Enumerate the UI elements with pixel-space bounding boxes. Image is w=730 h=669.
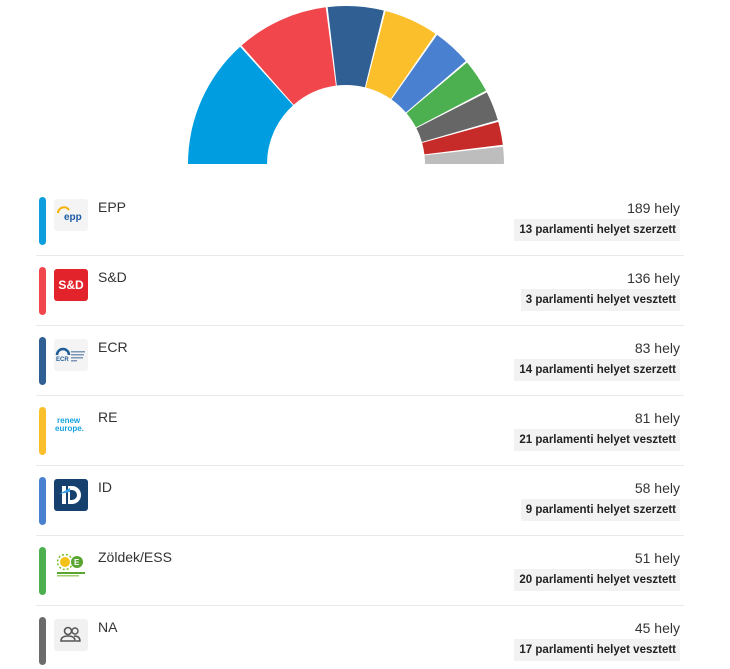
chart-slice-id[interactable] xyxy=(391,34,466,113)
party-color-bar xyxy=(39,337,46,385)
chart-slice-epp[interactable] xyxy=(188,46,294,164)
party-name: ECR xyxy=(98,339,128,355)
seat-change-badge: 17 parlamenti helyet vesztett xyxy=(514,639,680,661)
chart-slice-na[interactable] xyxy=(416,92,498,142)
party-seats: 51 hely xyxy=(634,550,680,566)
party-name: S&D xyxy=(98,269,127,285)
party-color-bar xyxy=(39,477,46,525)
party-seats: 81 hely xyxy=(634,410,680,426)
chart-slice-z-ldek-ess[interactable] xyxy=(406,62,486,128)
svg-text:europe.: europe. xyxy=(55,424,84,433)
party-name: NA xyxy=(98,619,118,635)
party-color-bar xyxy=(39,547,46,595)
party-row-epp[interactable]: epp EPP 189 hely 13 parlamenti helyet sz… xyxy=(36,186,684,256)
party-color-bar xyxy=(39,407,46,455)
sd-logo-text: S&D xyxy=(58,278,84,292)
epp-logo-icon: epp xyxy=(54,199,88,231)
party-name: EPP xyxy=(98,199,127,215)
party-seats: 45 hely xyxy=(634,620,680,636)
party-seats: 58 hely xyxy=(634,480,680,496)
party-row-id[interactable]: ID 58 hely 9 parlamenti helyet szerzett xyxy=(36,466,684,536)
chart-slice-re[interactable] xyxy=(365,11,436,99)
svg-text:ECR: ECR xyxy=(56,357,69,363)
chart-slice-other-8[interactable] xyxy=(424,146,504,164)
svg-text:E: E xyxy=(74,558,80,567)
party-color-bar xyxy=(39,267,46,315)
chart-slice-other-7[interactable] xyxy=(422,121,503,155)
svg-text:renew: renew xyxy=(57,416,81,425)
seat-change-badge: 20 parlamenti helyet vesztett xyxy=(514,569,680,591)
party-list: epp EPP 189 hely 13 parlamenti helyet sz… xyxy=(36,186,684,669)
chart-slice-ecr[interactable] xyxy=(327,6,384,88)
chart-slice-s-d[interactable] xyxy=(241,7,336,105)
party-name: RE xyxy=(98,409,118,425)
ecr-logo-icon: ECR xyxy=(54,339,88,371)
party-row-ecr[interactable]: ECR ECR 83 hely 14 parlamenti helyet sze… xyxy=(36,326,684,396)
greens-efa-logo-icon: E xyxy=(54,549,88,581)
seat-change-badge: 13 parlamenti helyet szerzett xyxy=(514,219,680,241)
seat-change-badge: 3 parlamenti helyet vesztett xyxy=(520,289,680,311)
seat-change-badge: 14 parlamenti helyet szerzett xyxy=(514,359,680,381)
party-seats: 83 hely xyxy=(634,340,680,356)
party-seats: 136 hely xyxy=(627,270,680,286)
party-name: Zöldek/ESS xyxy=(98,549,172,565)
party-row-re[interactable]: renew europe. RE 81 hely 21 parlamenti h… xyxy=(36,396,684,466)
seat-change-badge: 21 parlamenti helyet vesztett xyxy=(514,429,680,451)
party-seats: 189 hely xyxy=(627,200,680,216)
party-color-bar xyxy=(39,197,46,245)
sd-logo-icon: S&D xyxy=(54,269,88,301)
id-logo-icon xyxy=(54,479,88,511)
party-name: ID xyxy=(98,479,112,495)
party-row-na[interactable]: NA 45 hely 17 parlamenti helyet vesztett xyxy=(36,606,684,669)
seat-distribution-chart xyxy=(188,6,504,164)
party-row-greens-efa[interactable]: E Zöldek/ESS 51 hely 20 parlamenti helye… xyxy=(36,536,684,606)
party-row-sd[interactable]: S&D S&D 136 hely 3 parlamenti helyet ves… xyxy=(36,256,684,326)
seat-change-badge: 9 parlamenti helyet szerzett xyxy=(520,499,680,521)
people-icon xyxy=(54,619,88,651)
svg-text:epp: epp xyxy=(64,212,82,223)
renew-europe-logo-icon: renew europe. xyxy=(54,409,88,441)
party-color-bar xyxy=(39,617,46,665)
